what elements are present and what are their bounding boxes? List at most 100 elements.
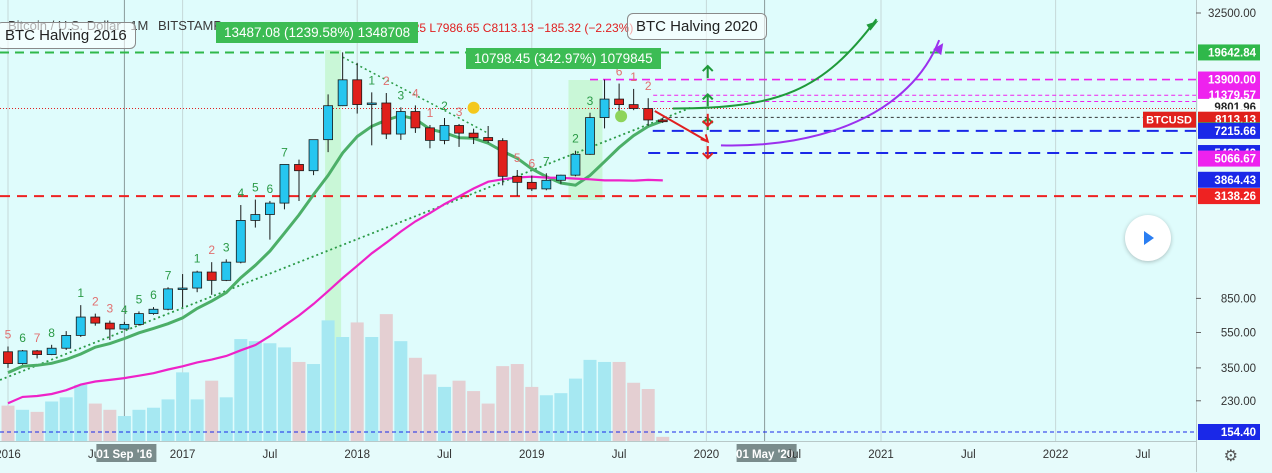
time-axis-label: 2017 [170,449,196,461]
sequence-count: 2 [645,79,652,93]
time-axis-label: Jul [786,449,801,461]
time-axis-label: Jul [961,449,976,461]
volume-bar [539,395,553,441]
candle-body [90,316,101,324]
sequence-count: 2 [572,132,579,146]
volume-bar [292,361,306,441]
signal-dot-green [615,110,628,123]
price-axis-label: 550.00 [1221,327,1256,339]
time-axis-label: Jul [437,449,452,461]
projection-green-curve [672,18,878,110]
sequence-count: 6 [150,288,157,302]
projection-green-arrowhead [866,20,879,31]
candle-body [352,79,363,105]
volume-bar [1,405,15,441]
volume-bar [219,397,233,441]
candle-body [425,127,435,141]
projection-purple-curve [720,39,941,147]
volume-bar [467,391,481,441]
time-axis-label: 2018 [344,449,370,461]
arrow-up-1-head [702,64,714,72]
volume-bar [365,337,379,441]
candle-body [643,108,654,121]
candle-body [526,181,537,190]
arrow-down-2-head [702,152,714,160]
volume-bar [176,372,190,441]
time-axis-label: Jul [612,449,627,461]
ticker-badge-label: BTCUSD [1146,115,1192,127]
settings-gear-icon[interactable]: ⚙ [1223,448,1238,465]
volume-bar [627,382,641,441]
candle-body [570,153,581,176]
time-axis-label: 2022 [1043,449,1069,461]
price-axis-label: 230.00 [1221,396,1256,408]
volume-bar [277,347,291,441]
candle-body [104,322,115,330]
time-axis[interactable] [0,441,1196,473]
arrow-down-1-head [702,120,714,128]
candle-body [3,351,13,364]
time-axis-label: 2020 [694,449,720,461]
drop-arrow-head [700,134,710,144]
sequence-count: 3 [223,240,230,254]
sequence-count: 8 [48,326,55,340]
price-level-tag [1198,71,1260,88]
volume-bar [74,384,88,441]
price-axis-label: 32500.00 [1208,8,1256,20]
gain-2017-label: 13487.08 (1239.58%) 1348708 [216,22,419,43]
volume-bar [394,341,408,441]
volume-bar [205,380,219,441]
price-level-label: 3864.43 [1214,175,1256,187]
candle-body [381,102,392,135]
candle-body [177,287,188,290]
candle-body [439,125,450,141]
sequence-count: 4 [412,86,419,100]
ticker-badge-bg [1143,111,1196,128]
price-level-label: 154.40 [1221,427,1256,439]
halving-2020-label[interactable]: BTC Halving 2020 [627,13,767,40]
volume-bar [554,393,568,441]
volume-bar [88,403,102,441]
sequence-count: 7 [34,331,41,345]
projection-purple-arrowhead [933,43,944,56]
sequence-count: 7 [281,145,288,159]
sequence-count: 1 [630,70,637,84]
volume-bar [16,409,30,441]
volume-bar [117,416,131,441]
candle-body [279,164,290,204]
volume-bar [103,409,117,441]
candle-body [483,137,494,142]
candle-body [512,175,523,183]
replay-play-button[interactable] [1125,215,1171,261]
price-level-label: 5066.67 [1214,154,1256,166]
sequence-count: 2 [92,295,99,309]
volume-bar [438,386,451,441]
candle-body [628,104,639,109]
candle-body [308,139,319,172]
volume-bar [263,343,277,441]
time-axis-label: 2019 [519,449,545,461]
price-axis-label: 350.00 [1221,363,1256,375]
volume-bar [510,364,524,441]
candle-body [541,179,552,190]
candle-body [323,105,334,141]
candle-body [119,323,130,330]
volume-bar [350,322,364,441]
time-crosshair-tag [736,444,797,462]
volume-bar [30,411,44,441]
trendline-resistance [342,56,489,134]
time-axis-label: Jul [263,449,278,461]
sequence-count: 4 [237,186,244,200]
halving-2016-label[interactable]: BTC Halving 2016 [0,22,136,49]
candle-body [599,98,610,118]
volume-bar [481,403,495,441]
sequence-count: 3 [398,88,405,102]
volume-bar [583,359,597,441]
volume-bar [321,320,335,441]
volume-bar [190,399,204,441]
price-level-label: 3138.26 [1214,191,1256,203]
volume-bar [307,364,321,441]
price-level-tag [1198,171,1260,188]
